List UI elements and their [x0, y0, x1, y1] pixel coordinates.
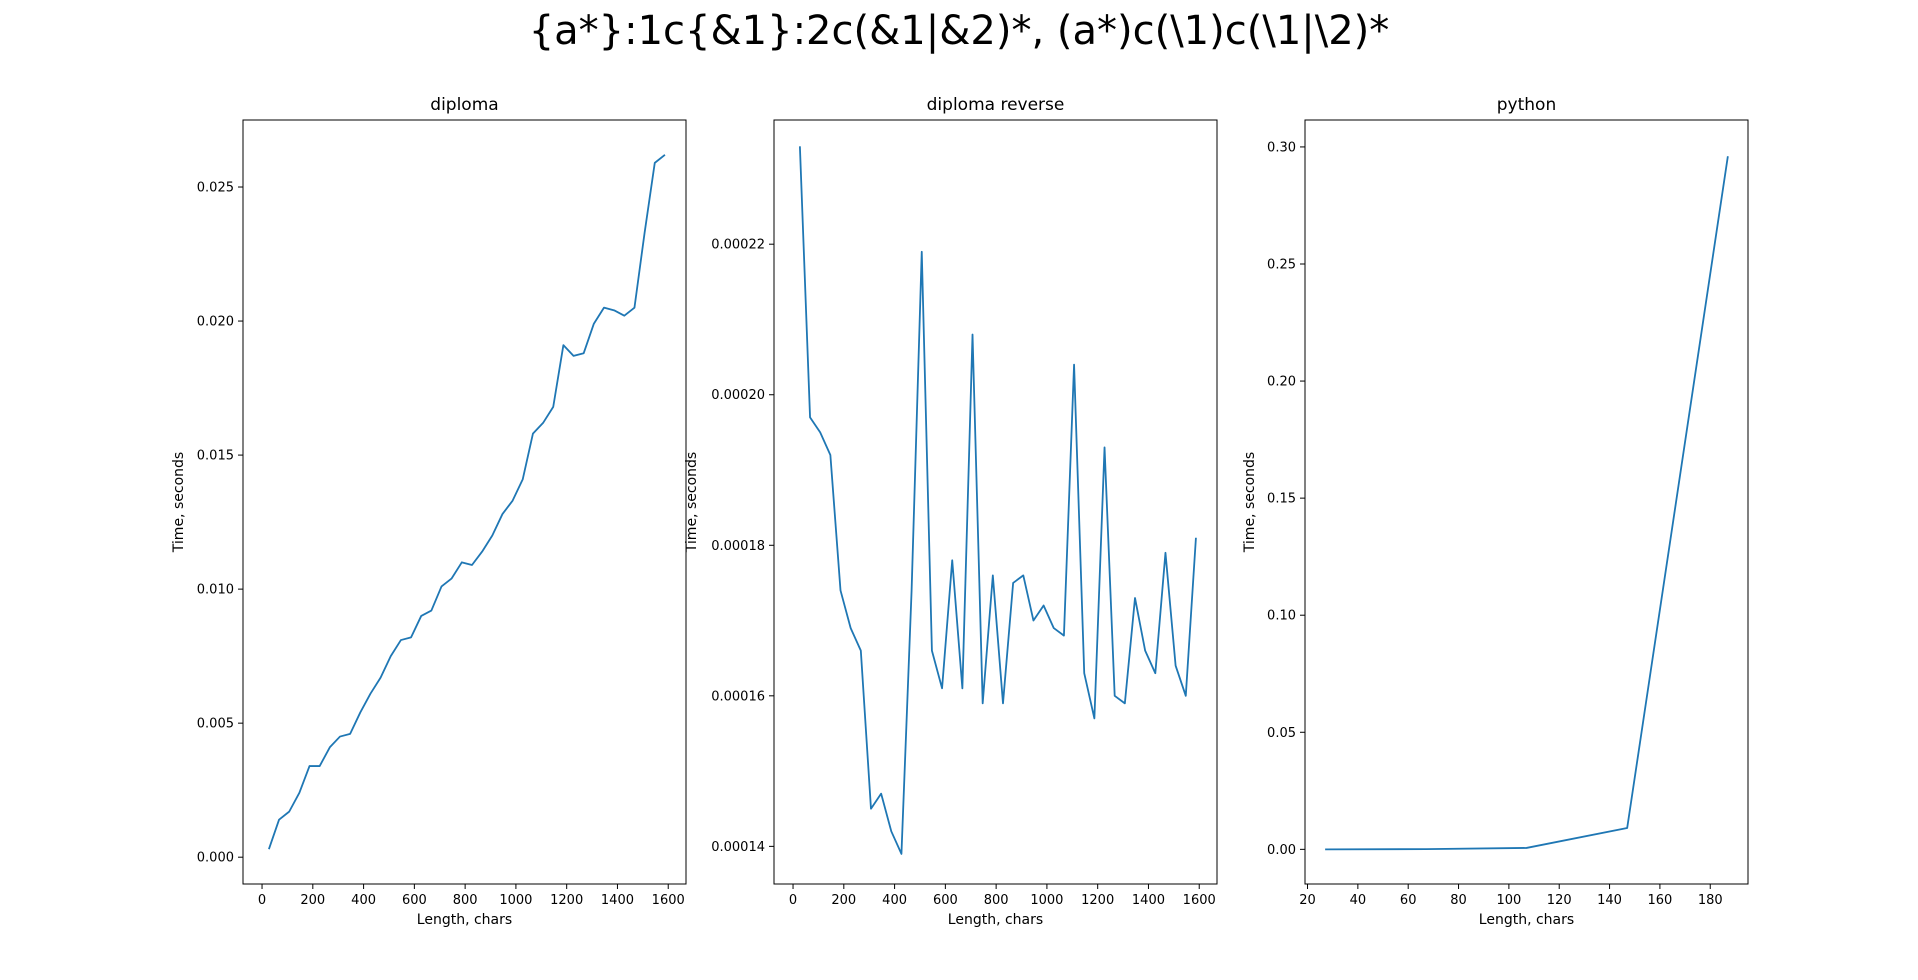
x-tick-label: 600	[933, 893, 958, 908]
x-tick-label: 200	[300, 893, 325, 908]
y-tick-label: 0.020	[197, 315, 234, 330]
x-tick-label: 1200	[550, 893, 583, 908]
y-tick-label: 0.20	[1267, 375, 1296, 390]
x-tick-label: 80	[1450, 893, 1467, 908]
y-tick-label: 0.10	[1267, 609, 1296, 624]
x-tick-label: 800	[984, 893, 1009, 908]
x-tick-label: 1600	[652, 893, 685, 908]
x-tick-label: 1000	[499, 893, 532, 908]
y-tick-label: 0.15	[1267, 492, 1296, 507]
x-tick-label: 800	[453, 893, 478, 908]
x-tick-label: 100	[1496, 893, 1521, 908]
y-axis-label: Time, seconds	[1242, 452, 1258, 553]
series-line	[798, 146, 1197, 855]
x-tick-label: 1600	[1183, 893, 1216, 908]
series-line	[1325, 156, 1729, 851]
y-tick-label: 0.00018	[711, 539, 765, 554]
y-axis-label: Time, seconds	[171, 452, 187, 553]
x-tick-label: 400	[351, 893, 376, 908]
x-tick-label: 60	[1400, 893, 1417, 908]
y-tick-label: 0.015	[197, 449, 234, 464]
x-tick-label: 0	[258, 893, 266, 908]
y-tick-label: 0.00020	[711, 388, 765, 403]
subplot-1: 0 200 400 600 800 1000 1200 1400 1600 0.000 0.005 0…	[171, 95, 687, 928]
y-tick-label: 0.25	[1267, 257, 1296, 272]
y-tick-label: 0.010	[197, 583, 234, 598]
y-tick-label: 0.00022	[711, 238, 765, 253]
x-tick-label: 600	[402, 893, 427, 908]
x-tick-label: 1000	[1030, 893, 1063, 908]
axes-frame	[242, 119, 687, 885]
x-tick-label: 40	[1350, 893, 1367, 908]
x-tick-label: 200	[831, 893, 856, 908]
x-tick-label: 180	[1698, 893, 1723, 908]
x-tick-label: 1400	[601, 893, 634, 908]
x-tick-label: 120	[1547, 893, 1572, 908]
x-axis-label: Length, chars	[948, 912, 1043, 928]
y-tick-label: 0.00016	[711, 689, 765, 704]
axes-frame	[773, 119, 1218, 885]
series-line	[268, 154, 666, 850]
y-tick-label: 0.025	[197, 181, 234, 196]
x-tick-label: 160	[1647, 893, 1672, 908]
y-tick-label: 0.30	[1267, 140, 1296, 155]
y-tick-label: 0.005	[197, 717, 234, 732]
y-tick-label: 0.00014	[711, 840, 765, 855]
subplot-title: diploma	[430, 95, 498, 115]
y-tick-label: 0.00	[1267, 843, 1296, 858]
subplot-3: 20 40 60 80 100 120 140 160 180 0.00 0.05 0.10 0.15 0…	[1242, 95, 1749, 928]
subplot-2: 0 200 400 600 800 1000 1200 1400 1600 0.00014 0.00…	[684, 95, 1218, 928]
subplot-title: python	[1497, 95, 1556, 115]
x-axis-label: Length, chars	[1479, 912, 1574, 928]
x-tick-label: 400	[882, 893, 907, 908]
subplot-title: diploma reverse	[927, 95, 1065, 115]
axes-frame	[1304, 119, 1749, 885]
x-tick-label: 1200	[1081, 893, 1114, 908]
x-tick-label: 0	[789, 893, 797, 908]
figure-title: {a*}:1c{&1}:2c(&1|&2)*, (a*)c(\1)c(\1|\2…	[528, 8, 1390, 54]
x-tick-label: 20	[1299, 893, 1316, 908]
y-tick-label: 0.000	[197, 851, 234, 866]
y-axis-label: Time, seconds	[684, 452, 700, 553]
x-tick-label: 140	[1597, 893, 1622, 908]
y-tick-label: 0.05	[1267, 726, 1296, 741]
x-tick-label: 1400	[1132, 893, 1165, 908]
x-axis-label: Length, chars	[417, 912, 512, 928]
